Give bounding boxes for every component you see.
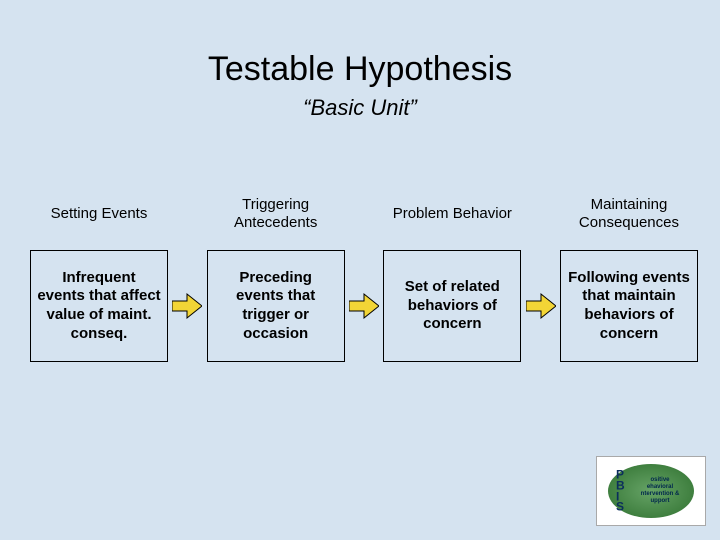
col-label-0: Setting Events xyxy=(30,205,168,223)
box-setting-events: Infrequent events that affect value of m… xyxy=(30,250,168,362)
col-label-1: Triggering Antecedents xyxy=(207,196,345,232)
col-label-2: Problem Behavior xyxy=(383,205,521,223)
pbis-logo: PBIS ositive ehavioral ntervention & upp… xyxy=(596,456,706,526)
pbis-logo-oval: PBIS ositive ehavioral ntervention & upp… xyxy=(608,464,694,518)
pbis-initials: PBIS xyxy=(616,469,624,512)
box-problem-behavior: Set of related behaviors of concern xyxy=(383,250,521,362)
logo-line-0: ositive xyxy=(650,477,669,484)
arrow-icon xyxy=(349,294,379,318)
arrow-1 xyxy=(349,292,379,320)
box-maintaining-consequences: Following events that maintain behaviors… xyxy=(560,250,698,362)
col-label-3: Maintaining Consequences xyxy=(560,196,698,232)
column-labels-row: Setting Events Triggering Antecedents Pr… xyxy=(0,196,720,232)
logo-line-2: ntervention & xyxy=(641,491,680,498)
arrow-0 xyxy=(172,292,202,320)
box-triggering-antecedents: Preceding events that trigger or occasio… xyxy=(207,250,345,362)
boxes-row: Infrequent events that affect value of m… xyxy=(0,250,720,362)
slide-subtitle: “Basic Unit” xyxy=(0,89,720,121)
arrow-icon xyxy=(526,294,556,318)
arrow-2 xyxy=(526,292,556,320)
slide-title: Testable Hypothesis xyxy=(0,0,720,89)
arrow-icon xyxy=(172,294,202,318)
logo-line-3: upport xyxy=(651,498,670,505)
logo-line-1: ehavioral xyxy=(647,484,673,491)
